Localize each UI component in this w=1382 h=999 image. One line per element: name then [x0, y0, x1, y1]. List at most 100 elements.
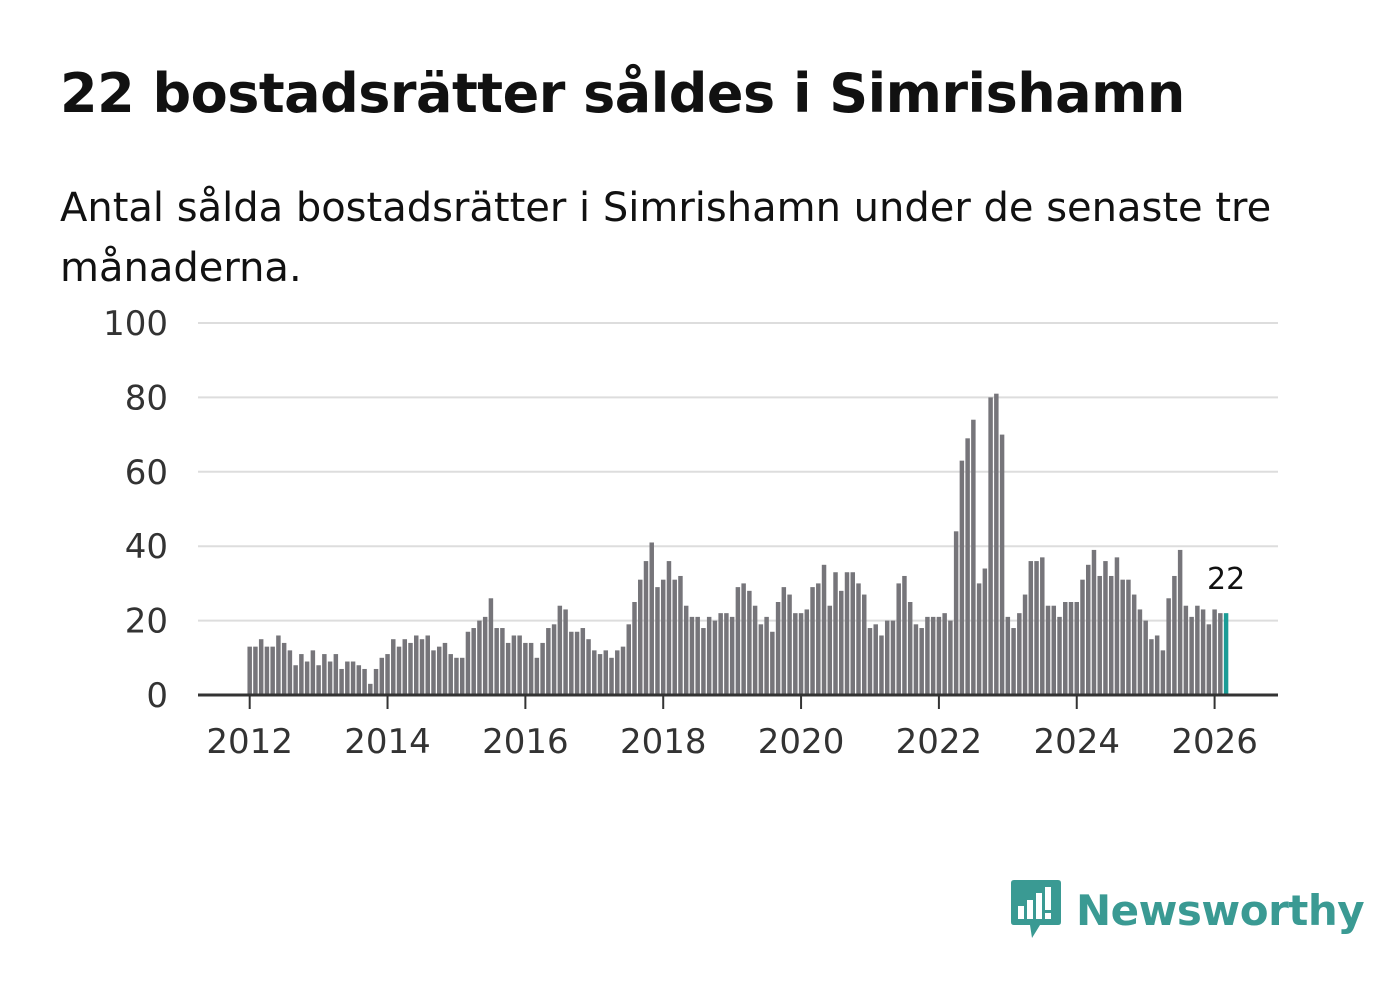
bar	[948, 620, 953, 695]
bar	[1103, 561, 1108, 695]
bar	[333, 654, 339, 695]
y-tick-label: 100	[103, 304, 168, 344]
bar	[982, 568, 988, 695]
bar	[287, 650, 293, 695]
bar	[994, 393, 999, 695]
bar	[528, 642, 534, 695]
bar	[758, 624, 764, 695]
bar	[322, 654, 327, 695]
bar	[1114, 557, 1120, 695]
bar	[477, 620, 482, 695]
y-tick-label: 80	[125, 378, 168, 418]
bar	[942, 613, 947, 695]
bar	[999, 434, 1005, 695]
bar	[1091, 549, 1097, 695]
bar	[385, 654, 390, 695]
bar	[425, 635, 430, 695]
bar	[1074, 602, 1079, 695]
bar	[1068, 602, 1074, 695]
bar	[523, 642, 528, 695]
bar	[896, 583, 901, 695]
bar	[379, 657, 385, 695]
bar	[546, 628, 551, 695]
bar	[919, 628, 924, 695]
bar-latest	[1223, 613, 1229, 695]
bar	[752, 605, 758, 695]
bar	[729, 616, 735, 695]
bar	[735, 587, 741, 695]
bar	[603, 650, 609, 695]
bar	[391, 639, 396, 695]
bar	[712, 620, 718, 695]
bar	[884, 620, 890, 695]
bar	[442, 642, 448, 695]
bar	[362, 668, 367, 695]
bar	[1143, 620, 1148, 695]
bar	[316, 665, 321, 695]
bar	[270, 646, 275, 695]
bar	[718, 613, 723, 695]
bar	[414, 635, 419, 695]
bar	[327, 661, 333, 695]
bar	[459, 657, 465, 695]
bar	[827, 605, 833, 695]
bar	[660, 579, 666, 695]
bar	[580, 628, 586, 695]
bar	[810, 587, 815, 695]
brand-name: Newsworthy	[1076, 885, 1365, 935]
bar	[1189, 616, 1194, 695]
bar	[592, 650, 597, 695]
bar	[1177, 549, 1183, 695]
bar	[540, 642, 545, 695]
bar	[770, 631, 775, 695]
bar	[741, 583, 746, 695]
bar	[304, 661, 310, 695]
bar	[678, 575, 683, 695]
bar	[626, 624, 631, 695]
bar	[482, 616, 488, 695]
bar	[1218, 613, 1223, 695]
chart-title: 22 bostadsrätter såldes i Simrishamn	[60, 62, 1185, 125]
bar	[557, 605, 563, 695]
bar	[253, 646, 258, 695]
bar	[747, 590, 752, 695]
bar	[1172, 575, 1177, 695]
bar	[649, 542, 654, 695]
bar	[781, 587, 787, 695]
bar	[465, 631, 471, 695]
bar	[953, 531, 959, 695]
bar	[471, 628, 476, 695]
bar	[775, 602, 781, 695]
bar	[1206, 624, 1212, 695]
axes	[198, 693, 1278, 709]
bar	[724, 613, 729, 695]
latest-value-label: 22	[1207, 562, 1245, 597]
bar	[988, 397, 993, 695]
bar	[299, 654, 304, 695]
bar	[586, 639, 591, 695]
bar	[804, 609, 810, 695]
bar	[879, 635, 884, 695]
bar	[1045, 605, 1051, 695]
bar	[247, 646, 252, 695]
x-tick-label: 2018	[620, 722, 707, 762]
bar	[867, 628, 873, 695]
bar	[511, 635, 517, 695]
y-tick-label: 60	[125, 453, 168, 493]
bar	[793, 613, 798, 695]
bar	[258, 639, 264, 695]
bar	[505, 642, 511, 695]
bar	[436, 646, 442, 695]
newsworthy-logo-icon	[1011, 880, 1061, 938]
bar	[534, 657, 540, 695]
x-tick-label: 2012	[206, 722, 293, 762]
bar	[517, 635, 522, 695]
bar	[930, 616, 936, 695]
bar	[1212, 609, 1217, 695]
bar	[615, 650, 620, 695]
chart-subtitle: Antal sålda bostadsrätter i Simrishamn u…	[60, 185, 1272, 291]
bar	[689, 616, 695, 695]
x-tick-label: 2020	[758, 722, 845, 762]
bar	[856, 583, 861, 695]
bar	[1011, 628, 1016, 695]
